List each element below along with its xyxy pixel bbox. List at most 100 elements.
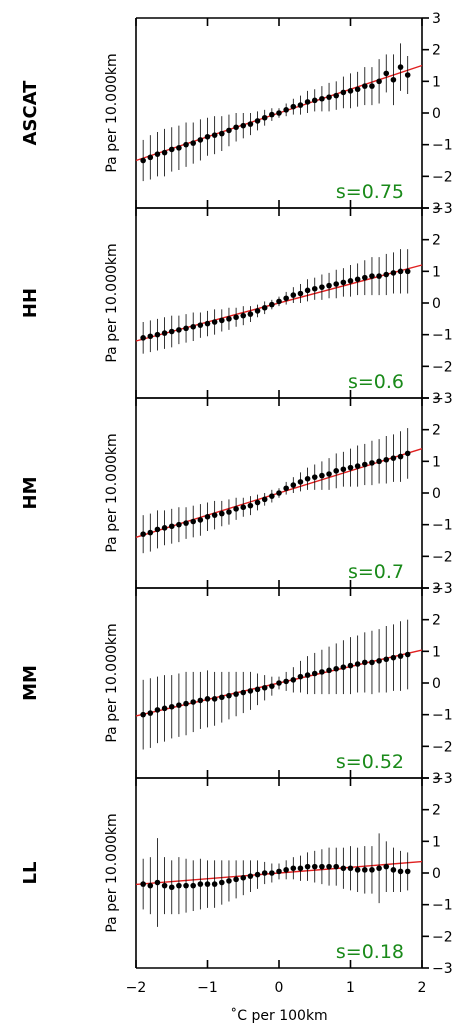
data-point	[311, 97, 318, 104]
data-point	[340, 466, 347, 473]
data-point	[197, 322, 204, 328]
data-point	[397, 268, 404, 275]
y-tick-label: 3	[432, 391, 441, 407]
data-point	[319, 284, 325, 290]
data-point	[283, 678, 289, 685]
x-axis-label: ˚C per 100km	[230, 1007, 327, 1024]
data-point	[404, 868, 411, 875]
data-point	[204, 696, 211, 702]
y-tick-label: −2	[432, 929, 453, 945]
data-point	[140, 531, 146, 537]
data-point	[211, 881, 218, 887]
data-point	[190, 882, 196, 889]
panel-ll: −3 −2 −1 0 1 2 3 s=0.18 Pa per 10.000km LL	[20, 771, 453, 977]
data-point	[333, 863, 340, 870]
y-tick-label: 2	[432, 423, 441, 439]
data-point	[204, 133, 211, 140]
data-point	[254, 871, 261, 878]
data-point	[204, 513, 211, 520]
y-axis-label: Pa per 10.000km	[104, 813, 120, 932]
data-point	[276, 680, 282, 686]
data-point	[154, 879, 161, 886]
data-point	[326, 471, 332, 477]
data-point	[204, 881, 211, 887]
y-tick-label: 0	[432, 296, 441, 312]
data-point	[354, 661, 361, 667]
data-point	[326, 667, 332, 674]
data-point	[269, 493, 275, 499]
y-axis-label: Pa per 10.000km	[104, 243, 120, 362]
data-point	[147, 154, 154, 161]
data-point	[254, 308, 261, 314]
x-tick-label: 2	[418, 980, 427, 996]
slope-label: s=0.7	[348, 561, 404, 583]
data-point	[290, 292, 297, 298]
data-point	[297, 865, 304, 872]
data-point	[333, 281, 340, 287]
y-tick-label: −3	[432, 391, 453, 407]
data-point	[161, 525, 168, 531]
data-point	[304, 672, 311, 678]
y-tick-label: 3	[432, 201, 441, 217]
data-point	[369, 659, 375, 666]
panel-name-label: HH	[20, 288, 41, 318]
data-point	[240, 312, 247, 319]
data-point	[340, 865, 347, 872]
data-point	[390, 76, 397, 83]
data-point	[261, 870, 268, 876]
data-point	[168, 703, 175, 710]
data-point	[347, 278, 354, 284]
data-point	[147, 529, 154, 536]
data-point	[161, 705, 168, 712]
data-point	[247, 688, 254, 694]
data-point	[397, 653, 404, 659]
data-point	[147, 882, 154, 889]
y-tick-label: −1	[432, 138, 453, 154]
data-point	[362, 274, 368, 281]
data-point	[397, 64, 404, 70]
data-point	[376, 658, 382, 664]
y-tick-label: 1	[432, 74, 441, 90]
y-tick-label: 0	[432, 866, 441, 882]
data-point	[369, 273, 375, 279]
slope-label: s=0.75	[336, 181, 404, 203]
data-point	[219, 510, 225, 517]
data-point	[219, 317, 225, 324]
x-tick-label: −2	[126, 980, 147, 996]
data-point	[197, 697, 204, 704]
data-point	[276, 298, 282, 305]
x-tick-label: −1	[197, 980, 218, 996]
data-point	[197, 517, 204, 523]
data-point	[297, 102, 304, 108]
panel-mm: −3 −2 −1 0 1 2 3 s=0.52 Pa per 10.000km MM	[20, 581, 453, 787]
data-point	[326, 282, 332, 289]
data-point	[283, 867, 289, 873]
data-point	[140, 881, 146, 887]
data-point	[404, 450, 411, 457]
data-point	[190, 518, 196, 525]
data-point	[261, 304, 268, 311]
data-point	[211, 512, 218, 518]
data-point	[183, 141, 189, 148]
data-point	[261, 684, 268, 691]
y-tick-label: −3	[432, 771, 453, 787]
data-point	[376, 78, 382, 85]
y-tick-label: 3	[432, 581, 441, 597]
data-point	[190, 140, 196, 146]
data-point	[197, 881, 204, 887]
y-tick-label: 3	[432, 771, 441, 787]
data-point	[240, 122, 247, 129]
data-point	[233, 691, 239, 697]
data-point	[383, 271, 390, 278]
data-point	[197, 137, 204, 143]
y-axis-label: Pa per 10.000km	[104, 53, 120, 172]
data-point	[390, 867, 397, 873]
data-point	[304, 863, 311, 870]
data-point	[347, 88, 354, 94]
data-point	[269, 870, 275, 876]
data-point	[168, 523, 175, 530]
data-point	[354, 463, 361, 469]
panel-name-label: ASCAT	[20, 80, 41, 146]
y-tick-label: −1	[432, 328, 453, 344]
data-point	[304, 287, 311, 294]
